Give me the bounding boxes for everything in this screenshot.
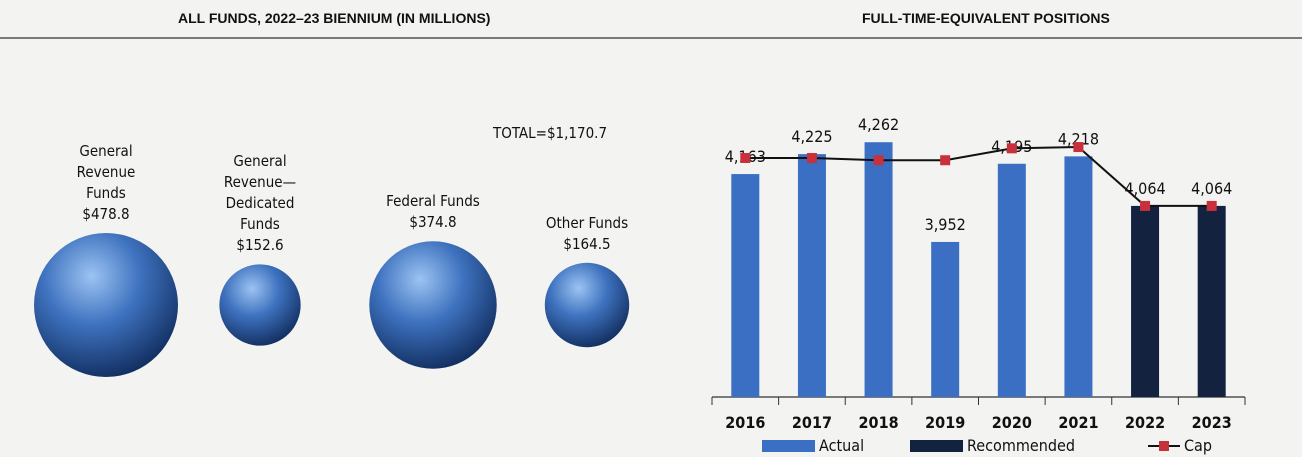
panel-title: FULL-TIME-EQUIVALENT POSITIONS — [862, 10, 1110, 26]
fund-label: Other Funds $164.5 — [537, 213, 637, 255]
fund-name: General Revenue Funds — [76, 142, 136, 202]
bar — [1197, 205, 1226, 397]
x-tick-label: 2020 — [992, 413, 1032, 432]
legend-swatch — [762, 440, 815, 452]
fund-name: General Revenue—Dedicated Funds — [223, 152, 297, 234]
x-tick-label: 2021 — [1058, 413, 1098, 432]
legend-swatch — [910, 440, 963, 452]
x-tick-label: 2017 — [792, 413, 832, 432]
value-label: 3,952 — [925, 215, 966, 234]
fund-label: General Revenue Funds $478.8 — [56, 141, 156, 225]
value-label: 4,218 — [1058, 129, 1099, 148]
total-annotation: TOTAL=$1,170.7 — [492, 124, 608, 142]
value-label: 4,064 — [1124, 179, 1165, 198]
fund-value: $152.6 — [236, 236, 284, 255]
bar — [1131, 205, 1160, 397]
legend-label: Recommended — [967, 436, 1075, 455]
x-tick-label: 2023 — [1192, 413, 1232, 432]
fund-label: General Revenue—Dedicated Funds $152.6 — [220, 151, 300, 256]
value-label: 4,262 — [858, 115, 899, 134]
bar — [731, 174, 760, 397]
fund-bubble — [34, 233, 178, 377]
fund-bubble — [219, 264, 301, 346]
fund-bubble — [544, 262, 630, 348]
x-tick-label: 2018 — [859, 413, 899, 432]
cap-marker — [873, 155, 884, 166]
bar — [997, 163, 1026, 397]
cap-marker — [940, 155, 951, 166]
x-tick-label: 2016 — [725, 413, 765, 432]
fund-bubble — [369, 241, 497, 369]
fund-name: Other Funds — [545, 213, 629, 232]
fund-name: Federal Funds — [386, 192, 480, 211]
x-tick-label: 2019 — [925, 413, 965, 432]
x-tick-label: 2022 — [1125, 413, 1165, 432]
value-label: 4,225 — [791, 127, 832, 146]
bar — [1064, 156, 1093, 397]
bar — [931, 241, 960, 397]
cap-marker — [806, 152, 817, 163]
bar — [797, 154, 826, 397]
fund-value: $164.5 — [563, 234, 611, 253]
cap-marker — [1140, 200, 1151, 211]
legend-label: Actual — [819, 436, 864, 455]
value-label: 4,064 — [1191, 179, 1232, 198]
fund-label: Federal Funds $374.8 — [378, 191, 488, 233]
fund-value: $374.8 — [409, 213, 457, 232]
bar — [864, 142, 893, 397]
fund-value: $478.8 — [82, 205, 130, 223]
cap-marker — [1206, 200, 1217, 211]
cap-marker — [740, 152, 751, 163]
cap-line — [745, 146, 1212, 207]
legend-label: Cap — [1184, 436, 1212, 455]
legend-swatch — [1159, 441, 1169, 451]
cap-marker — [1006, 143, 1017, 154]
cap-marker — [1073, 142, 1084, 153]
panel-title: ALL FUNDS, 2022–23 BIENNIUM (IN MILLIONS… — [178, 10, 491, 26]
